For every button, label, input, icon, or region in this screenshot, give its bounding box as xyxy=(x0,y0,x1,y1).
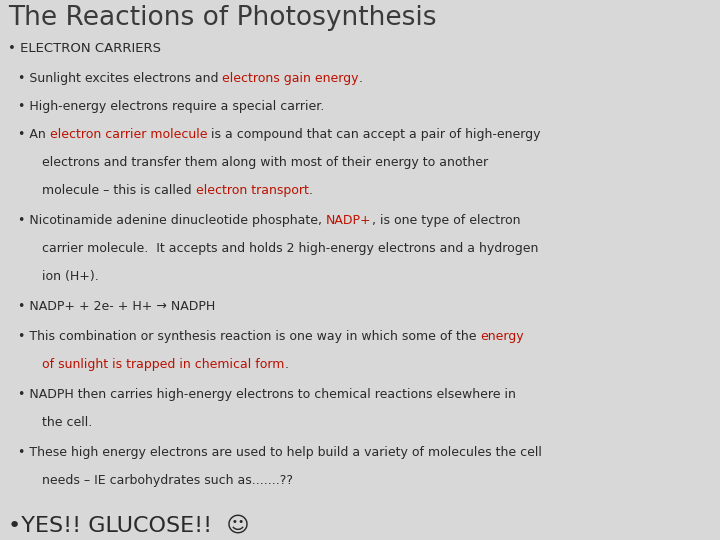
Text: electrons gain energy: electrons gain energy xyxy=(222,72,359,85)
Text: • ELECTRON CARRIERS: • ELECTRON CARRIERS xyxy=(8,42,161,55)
Text: energy: energy xyxy=(480,330,524,343)
Text: • An: • An xyxy=(18,128,50,141)
Text: • Nicotinamide adenine dinucleotide phosphate,: • Nicotinamide adenine dinucleotide phos… xyxy=(18,214,326,227)
Text: of sunlight is trapped in chemical form: of sunlight is trapped in chemical form xyxy=(42,358,284,371)
Text: ion (H+).: ion (H+). xyxy=(42,270,99,283)
Text: needs – IE carbohydrates such as.......??: needs – IE carbohydrates such as.......?… xyxy=(42,474,293,487)
Text: electrons and transfer them along with most of their energy to another: electrons and transfer them along with m… xyxy=(42,156,488,169)
Text: .: . xyxy=(284,358,289,371)
Text: electron transport: electron transport xyxy=(196,184,308,197)
Text: the cell.: the cell. xyxy=(42,416,92,429)
Text: • NADPH then carries high-energy electrons to chemical reactions elsewhere in: • NADPH then carries high-energy electro… xyxy=(18,388,516,401)
Text: , is one type of electron: , is one type of electron xyxy=(372,214,520,227)
Text: • High-energy electrons require a special carrier.: • High-energy electrons require a specia… xyxy=(18,100,324,113)
Text: electron carrier molecule: electron carrier molecule xyxy=(50,128,207,141)
Text: The Reactions of Photosynthesis: The Reactions of Photosynthesis xyxy=(8,5,436,31)
Text: • These high energy electrons are used to help build a variety of molecules the : • These high energy electrons are used t… xyxy=(18,446,542,459)
Text: • This combination or synthesis reaction is one way in which some of the: • This combination or synthesis reaction… xyxy=(18,330,480,343)
Text: .: . xyxy=(308,184,312,197)
Text: • NADP+ + 2e- + H+ → NADPH: • NADP+ + 2e- + H+ → NADPH xyxy=(18,300,215,313)
Text: • Sunlight excites electrons and: • Sunlight excites electrons and xyxy=(18,72,222,85)
Text: is a compound that can accept a pair of high-energy: is a compound that can accept a pair of … xyxy=(207,128,541,141)
Text: NADP+: NADP+ xyxy=(326,214,372,227)
Text: molecule – this is called: molecule – this is called xyxy=(42,184,196,197)
Text: carrier molecule.  It accepts and holds 2 high-energy electrons and a hydrogen: carrier molecule. It accepts and holds 2… xyxy=(42,242,539,255)
Text: .: . xyxy=(359,72,363,85)
Text: •YES!! GLUCOSE!!  ☺: •YES!! GLUCOSE!! ☺ xyxy=(8,516,250,536)
